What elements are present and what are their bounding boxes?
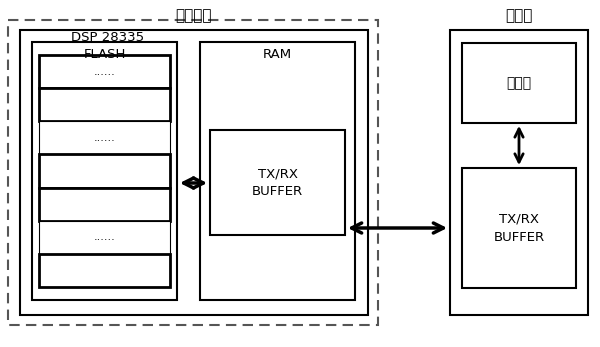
Text: ......: ...... xyxy=(94,67,115,77)
Text: RAM: RAM xyxy=(263,48,292,60)
Bar xyxy=(39,55,170,88)
Bar xyxy=(450,30,588,315)
Bar xyxy=(39,154,170,188)
Text: TX/RX
BUFFER: TX/RX BUFFER xyxy=(252,167,303,198)
Text: ......: ...... xyxy=(94,232,115,242)
Text: FLASH: FLASH xyxy=(83,48,125,60)
Bar xyxy=(8,20,378,325)
Text: 参数配置空间: 参数配置空间 xyxy=(85,199,124,209)
Text: 程序: 程序 xyxy=(97,264,112,277)
Bar xyxy=(210,130,345,235)
Bar xyxy=(32,42,177,300)
Bar xyxy=(462,43,576,123)
Bar xyxy=(39,254,170,287)
Bar xyxy=(39,188,170,221)
Text: 参数表: 参数表 xyxy=(506,76,532,90)
Bar xyxy=(462,168,576,288)
Text: TX/RX
BUFFER: TX/RX BUFFER xyxy=(493,212,545,244)
Text: ......: ...... xyxy=(94,133,115,143)
Text: 上位机: 上位机 xyxy=(505,8,533,24)
Text: 默认值: 默认值 xyxy=(93,98,116,111)
Text: 控制装置: 控制装置 xyxy=(175,8,211,24)
Bar xyxy=(20,30,368,315)
Text: DSP 28335: DSP 28335 xyxy=(71,31,145,43)
Bar xyxy=(39,88,170,121)
Bar xyxy=(39,221,170,254)
Bar xyxy=(39,121,170,154)
Text: 配置信息查询表: 配置信息查询表 xyxy=(82,166,128,176)
Bar xyxy=(200,42,355,300)
